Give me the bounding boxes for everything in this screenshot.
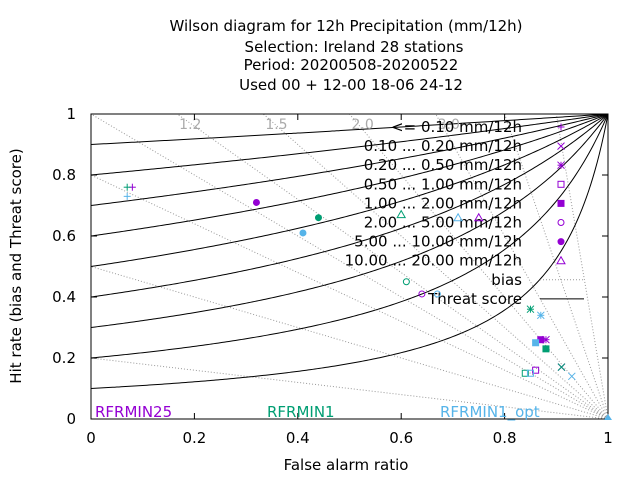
point-s2-6 [299,229,307,237]
x-tick-label-0: 0 [86,429,96,447]
point-s2-5 [433,290,441,298]
x-tick-label-3: 0.6 [389,429,413,447]
point-s0-5 [418,290,426,298]
y-tick-label-1: 0.2 [52,349,76,367]
legend-marker-0 [557,123,565,131]
bias-label-2: 2.0 [352,117,374,133]
title-line-1: Wilson diagram for 12h Precipitation (mm… [169,17,522,35]
bias-line-2 [349,114,608,419]
legend-label-4: 1.00 ... 2.00 mm/12h [364,194,522,212]
legend-label-7: 10.00 ... 20.00 mm/12h [345,252,522,270]
title-line-3: Period: 20200508-20200522 [244,56,459,74]
threat-score-line-0 [91,114,608,389]
bias-label-0: 1.2 [179,117,201,133]
point-s1-5 [402,278,410,286]
threat-score-line-8 [91,114,608,145]
legend-label-1: 0.10 ... 0.20 mm/12h [364,137,522,155]
title-line-4: Used 00 + 12-00 18-06 24-12 [239,76,463,94]
y-tick-label-0: 0 [66,410,76,428]
point-s1-3 [521,369,529,377]
point-s2-4 [532,339,540,347]
bias-line-5 [555,114,608,419]
legend-label-5: 2.00 ... 5.00 mm/12h [364,214,522,232]
point-s0-6 [252,198,260,206]
legend-marker-3 [557,180,565,188]
legend-marker-1 [557,142,565,150]
bias-label-1: 1.5 [265,117,287,133]
threat-score-line-3 [91,114,608,298]
model-label-0: RFRMIN25 [95,403,172,421]
data-points [123,183,612,420]
title-line-2: Selection: Ireland 28 stations [245,38,464,56]
legend-label-6: 5.00 ... 10.00 mm/12h [354,233,522,251]
y-axis-label: Hit rate (bias and Threat score) [7,148,25,383]
legend-label-2: 0.20 ... 0.50 mm/12h [364,156,522,174]
legend-label-0: <= 0.10 mm/12h [391,118,522,136]
bias-label-3: 3.0 [438,117,460,133]
legend-label-8: bias [491,271,522,289]
y-tick-label-3: 0.6 [52,227,76,245]
legend-label-3: 0.50 ... 1.00 mm/12h [364,175,522,193]
corner-marker [604,414,612,420]
point-s0-7 [473,212,484,222]
point-s1-7 [396,209,407,219]
axis-ticks: 0 0.2 0.4 0.6 0.8 1 0 0.2 0.4 0.6 0.8 1 [52,105,613,447]
chart-title: Wilson diagram for 12h Precipitation (mm… [169,17,522,94]
threat-score-line-4 [91,114,608,267]
x-tick-label-4: 0.8 [493,429,517,447]
legend-marker-7 [556,255,566,265]
point-s1-6 [314,214,322,222]
bias-line-8 [91,174,608,419]
y-tick-label-2: 0.4 [52,288,76,306]
point-s1-4 [542,345,550,353]
bias-line-3 [435,114,608,419]
point-s1-1 [557,363,566,372]
legend-label-9: Threat score [427,290,522,308]
x-tick-label-1: 0.2 [182,429,206,447]
legend-marker-2 [557,161,565,170]
point-s2-0 [123,192,131,200]
legend-marker-6 [557,238,565,246]
threat-score-lines [91,114,608,389]
x-tick-label-2: 0.4 [286,429,310,447]
legend-marker-5 [557,219,565,226]
point-s1-2 [526,305,535,314]
threat-score-line-5 [91,114,608,237]
bias-lines [91,114,608,419]
x-axis-label: False alarm ratio [284,456,409,474]
point-s2-1 [567,372,576,381]
model-label-2: RFRMIN1_opt [440,403,540,422]
model-labels: RFRMIN25 RFRMIN1 RFRMIN1_opt [95,403,540,422]
threat-score-line-7 [91,114,608,176]
point-s2-3 [526,369,534,377]
point-s1-0 [123,183,131,191]
threat-score-line-1 [91,114,608,359]
threat-score-line-2 [91,114,608,328]
legend-marker-4 [557,199,565,207]
plot-frame [90,113,609,420]
bias-line-0 [176,114,608,419]
bias-line-9 [91,114,608,419]
threat-score-line-6 [91,114,608,206]
y-tick-label-4: 0.8 [52,166,76,184]
point-s2-7 [453,212,463,222]
y-tick-label-5: 1 [66,105,76,123]
bias-labels: 1.2 1.5 2.0 3.0 [179,117,460,133]
model-label-1: RFRMIN1 [267,403,335,421]
x-tick-label-5: 1 [603,429,613,447]
point-s2-2 [536,311,545,320]
